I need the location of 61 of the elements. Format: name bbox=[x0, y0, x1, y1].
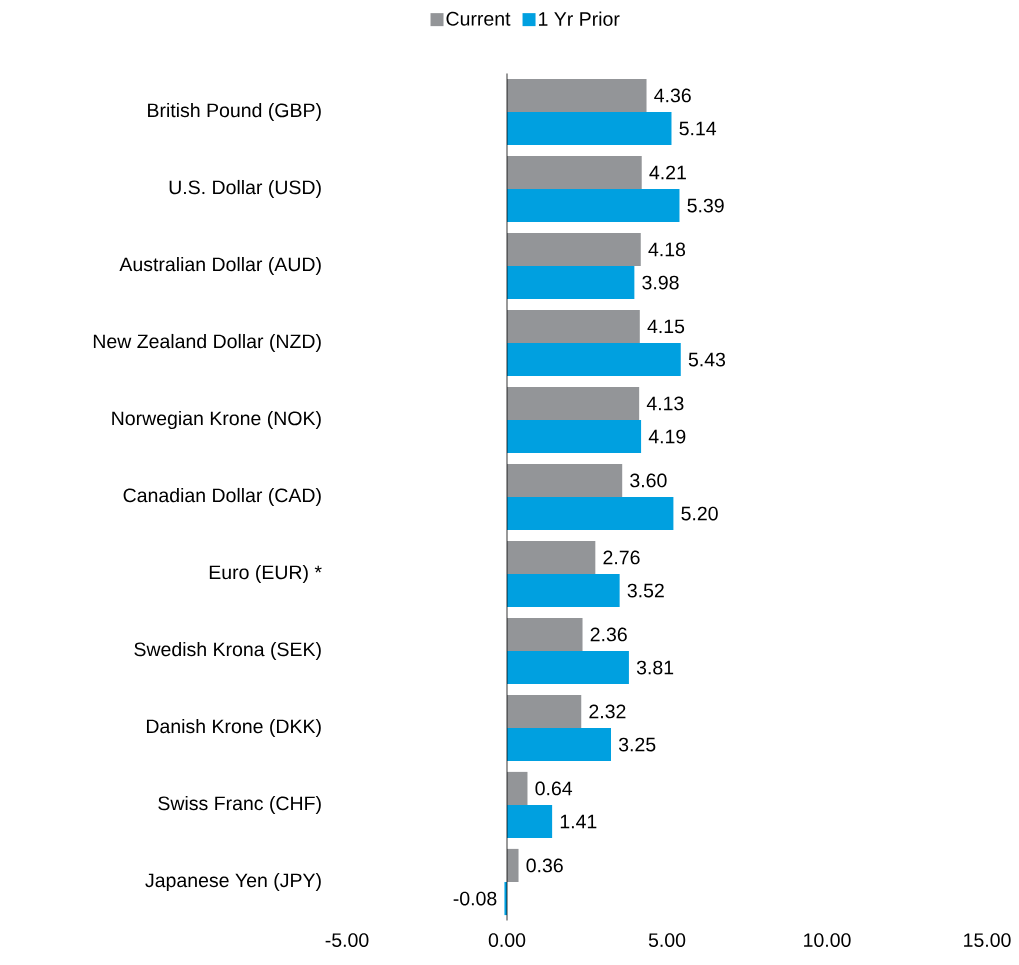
bar bbox=[507, 694, 582, 728]
data-label: 3.25 bbox=[618, 737, 656, 752]
bar bbox=[507, 386, 640, 420]
bar bbox=[507, 651, 629, 685]
data-label: 5.14 bbox=[679, 121, 717, 136]
y-tick-label: Canadian Dollar (CAD) bbox=[123, 487, 321, 507]
data-label: 2.76 bbox=[603, 550, 640, 565]
bar bbox=[507, 804, 553, 839]
bar bbox=[507, 540, 596, 574]
y-tick-label: Swiss Franc (CHF) bbox=[158, 795, 321, 815]
y-tick-label: Japanese Yen (JPY) bbox=[145, 872, 321, 892]
data-label: 4.18 bbox=[648, 242, 686, 257]
data-label: 3.98 bbox=[642, 275, 679, 290]
data-label: 3.52 bbox=[627, 583, 664, 598]
bar bbox=[507, 343, 681, 377]
x-tick-label: 15.00 bbox=[964, 933, 1011, 947]
bar bbox=[507, 771, 528, 805]
y-tick-label: Danish Krone (DKK) bbox=[146, 718, 321, 738]
bar bbox=[507, 232, 641, 266]
data-label: 3.81 bbox=[636, 660, 674, 675]
data-label: 3.60 bbox=[630, 473, 667, 488]
y-tick-label: Euro (EUR) * bbox=[209, 564, 322, 584]
y-tick-label: U.S. Dollar (USD) bbox=[169, 179, 321, 199]
bar bbox=[507, 463, 623, 497]
x-tick-label: 10.00 bbox=[804, 933, 851, 947]
data-label: 2.36 bbox=[590, 627, 627, 642]
data-label: 0.36 bbox=[526, 858, 563, 873]
bar bbox=[507, 265, 635, 300]
x-tick-label: -5.00 bbox=[325, 933, 369, 947]
bar bbox=[507, 78, 647, 112]
legend-label: Current bbox=[446, 11, 511, 26]
y-tick-label: Norwegian Krone (NOK) bbox=[112, 410, 321, 430]
y-tick-label: Australian Dollar (AUD) bbox=[119, 256, 321, 276]
data-label: -0.08 bbox=[453, 891, 497, 906]
bar bbox=[507, 617, 583, 651]
data-label: 2.32 bbox=[589, 704, 626, 719]
y-tick-label: New Zealand Dollar (NZD) bbox=[93, 333, 321, 353]
data-label: 4.13 bbox=[646, 396, 684, 411]
y-tick-label: British Pound (GBP) bbox=[148, 102, 321, 122]
data-label: 4.15 bbox=[647, 319, 685, 334]
bar bbox=[507, 728, 612, 762]
data-label: 4.19 bbox=[648, 429, 686, 444]
x-tick-label: 5.00 bbox=[648, 933, 686, 947]
bar bbox=[507, 309, 640, 343]
data-label: 4.21 bbox=[649, 165, 686, 180]
data-label: 1.41 bbox=[560, 814, 597, 829]
data-label: 5.43 bbox=[688, 352, 726, 367]
bar bbox=[507, 188, 680, 223]
y-tick-label: Swedish Krona (SEK) bbox=[134, 641, 321, 661]
data-label: 0.64 bbox=[535, 781, 573, 796]
data-label: 4.36 bbox=[654, 88, 691, 103]
bar bbox=[507, 497, 674, 531]
data-label: 5.39 bbox=[687, 198, 724, 213]
bar bbox=[507, 155, 642, 189]
bar bbox=[507, 419, 642, 454]
data-label: 5.20 bbox=[681, 506, 718, 521]
bar bbox=[507, 112, 672, 146]
x-tick-label: 0.00 bbox=[488, 933, 526, 947]
bar bbox=[507, 573, 620, 608]
legend-label: 1 Yr Prior bbox=[539, 11, 620, 26]
bar bbox=[507, 848, 519, 882]
